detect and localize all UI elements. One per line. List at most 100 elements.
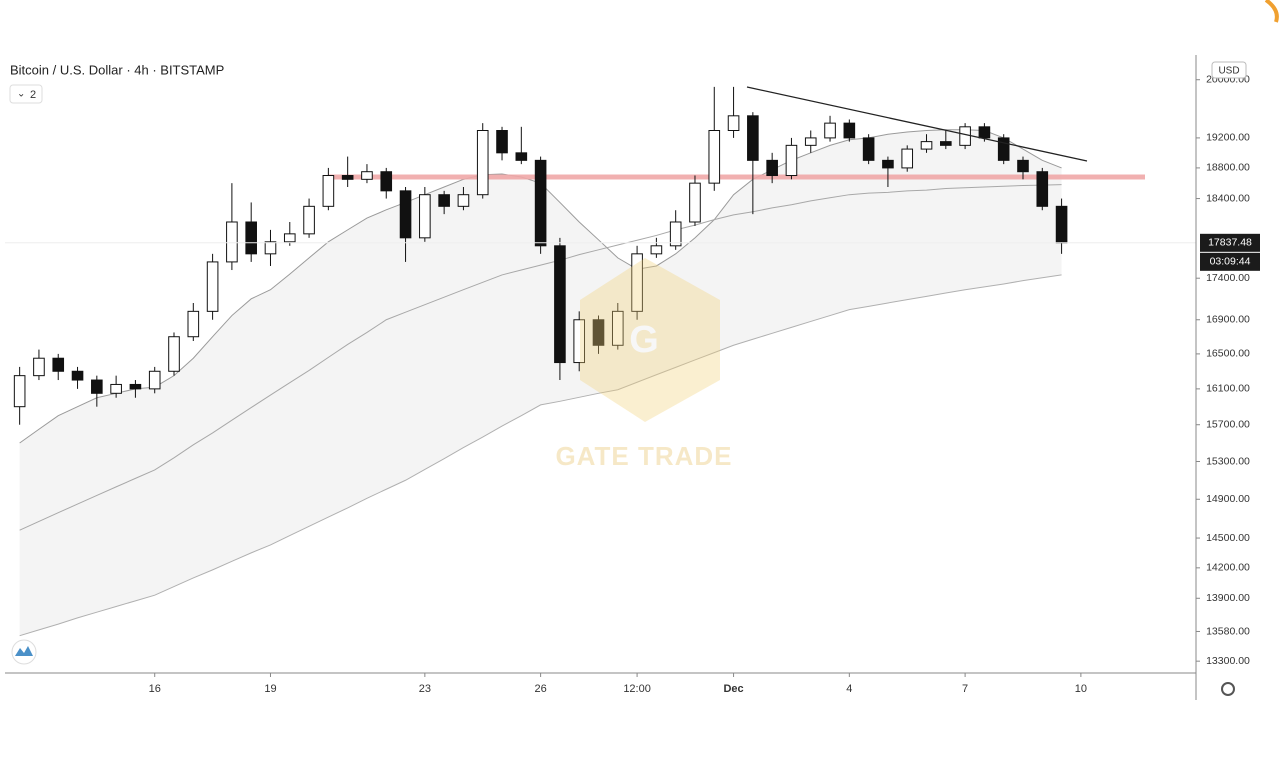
candle-body	[13, 375, 26, 408]
candle-body	[1055, 205, 1068, 244]
y-tick-label: 16100.00	[1206, 383, 1250, 395]
candle-body	[438, 194, 450, 207]
candle-body	[1036, 171, 1049, 207]
y-tick-label: 13580.00	[1206, 625, 1250, 637]
candle-body	[361, 171, 373, 180]
candle-body	[747, 115, 759, 161]
last-price-box	[1200, 233, 1260, 252]
y-tick-label: 14500.00	[1206, 532, 1250, 544]
y-tick-label: 15700.00	[1206, 419, 1250, 431]
candle-body	[399, 190, 412, 239]
chart-title: Bitcoin / U.S. Dollar · 4h · BITSTAMP	[10, 62, 224, 77]
currency-label: USD	[1218, 66, 1239, 77]
candle-body	[110, 383, 122, 394]
countdown-label: 03:09:44	[1210, 256, 1251, 268]
logo-button[interactable]	[11, 639, 37, 665]
watermark-logo	[580, 258, 720, 422]
watermark-text: GATE TRADE	[555, 441, 732, 471]
candle-body	[206, 261, 219, 312]
candle-body	[611, 310, 624, 346]
y-tick-label: 18800.00	[1206, 162, 1250, 174]
candle-body	[515, 152, 528, 161]
currency-box	[1211, 61, 1247, 79]
candle-body	[785, 144, 798, 177]
moving-average	[19, 184, 1062, 531]
candle-body	[727, 115, 740, 132]
candle-body	[52, 357, 65, 372]
corner-decoration	[1264, 0, 1279, 23]
y-tick-label: 13900.00	[1206, 592, 1250, 604]
candle-body	[33, 357, 45, 377]
candle-body	[708, 130, 721, 184]
candle-body	[245, 221, 257, 255]
y-tick-label: 14200.00	[1206, 562, 1250, 574]
candle-body	[689, 182, 701, 223]
candle-body	[534, 159, 547, 247]
y-tick-label: 16900.00	[1206, 314, 1250, 326]
candle-body	[322, 175, 335, 207]
candle-body	[419, 194, 431, 239]
candle-body	[804, 137, 817, 146]
interval-menu[interactable]	[9, 84, 43, 104]
x-tick-label: 4	[846, 683, 852, 695]
x-tick-label: 16	[149, 683, 161, 695]
interval-menu-value: 2	[30, 89, 36, 101]
candle-body	[264, 241, 277, 255]
y-tick-label: 17400.00	[1206, 272, 1250, 284]
trend-line	[746, 86, 1088, 162]
candle-body	[940, 141, 952, 146]
candle-body	[1017, 159, 1029, 173]
x-tick-label: 19	[264, 683, 276, 695]
x-tick-label: Dec	[723, 683, 743, 695]
candle-body	[862, 137, 875, 161]
candle-body	[997, 137, 1010, 161]
y-tick-label: 19200.00	[1206, 132, 1250, 144]
candle-body	[187, 310, 200, 338]
candle-body	[148, 370, 161, 390]
candle-body	[91, 379, 103, 394]
candle-body	[283, 233, 296, 243]
ma-band	[19, 129, 1062, 636]
y-tick-label: 16500.00	[1206, 348, 1250, 360]
candle-body	[824, 122, 836, 139]
watermark-logo-text: G	[629, 319, 659, 361]
last-price-label: 17837.48	[1208, 237, 1252, 249]
moving-average	[19, 274, 1062, 637]
candle-body	[476, 130, 489, 196]
x-tick-label: 10	[1075, 683, 1087, 695]
candle-body	[129, 383, 142, 390]
plot-area	[5, 86, 1196, 637]
interval-chevron: ⌄	[17, 89, 25, 100]
y-tick-label: 14900.00	[1206, 493, 1250, 505]
candle-body	[882, 159, 894, 169]
candle-body	[669, 221, 682, 247]
settings-button[interactable]	[1221, 682, 1235, 696]
candle-body	[554, 245, 566, 364]
candle-body	[303, 205, 315, 235]
y-tick-label: 15300.00	[1206, 455, 1250, 467]
x-tick-label: 23	[419, 683, 431, 695]
candle-body	[168, 336, 180, 372]
candle-body	[496, 130, 508, 154]
x-tick-label: 7	[962, 683, 968, 695]
candle-body	[592, 319, 605, 346]
y-tick-label: 13300.00	[1206, 655, 1250, 667]
watermark: G GATE TRADE	[555, 258, 732, 471]
candle-body	[978, 126, 991, 139]
candle-body	[631, 253, 643, 312]
logo-icon	[15, 646, 33, 656]
x-tick-label: 26	[534, 683, 546, 695]
candle-body	[380, 171, 393, 192]
candle-body	[920, 141, 933, 150]
countdown-box	[1200, 252, 1260, 271]
candle-body	[573, 319, 586, 364]
candle-body	[341, 175, 354, 180]
y-tick-label: 18400.00	[1206, 192, 1250, 204]
candle-body	[901, 148, 914, 169]
candle-body	[766, 159, 778, 177]
candle-body	[457, 194, 470, 207]
candle-body	[650, 245, 663, 255]
candle-body	[959, 126, 971, 146]
